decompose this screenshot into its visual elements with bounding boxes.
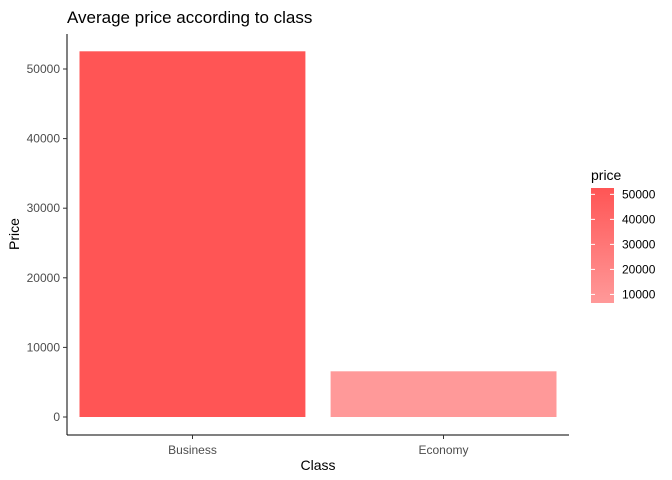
y-axis-title: Price <box>6 218 22 250</box>
x-axis-title: Class <box>300 457 335 473</box>
y-axis-ticks: 0 10000 20000 30000 40000 50000 <box>27 62 67 424</box>
x-axis-ticks: Business Economy <box>168 435 469 457</box>
y-tick-label: 20000 <box>27 271 61 285</box>
legend-break-label: 20000 <box>622 262 656 276</box>
chart-title: Average price according to class <box>67 8 312 27</box>
bar-economy <box>330 371 557 417</box>
legend-colorbar <box>591 188 614 303</box>
legend-break-label: 40000 <box>622 212 656 226</box>
bar-business <box>79 51 306 418</box>
y-tick-label: 0 <box>53 410 60 424</box>
y-tick-label: 30000 <box>27 201 61 215</box>
y-tick-label: 50000 <box>27 62 61 76</box>
legend-break-label: 50000 <box>622 187 656 201</box>
y-tick-label: 10000 <box>27 340 61 354</box>
y-tick-label: 40000 <box>27 132 61 146</box>
x-tick-label: Economy <box>418 443 468 457</box>
legend-breaks: 10000 20000 30000 40000 50000 <box>591 187 656 301</box>
bars <box>79 51 557 418</box>
legend: price 10000 20000 30000 40000 50000 <box>591 167 656 303</box>
legend-break-label: 30000 <box>622 237 656 251</box>
legend-break-label: 10000 <box>622 287 656 301</box>
legend-title: price <box>591 167 622 183</box>
plot-area: 0 10000 20000 30000 40000 50000 Business Econo… <box>27 34 569 457</box>
x-tick-label: Business <box>168 443 217 457</box>
